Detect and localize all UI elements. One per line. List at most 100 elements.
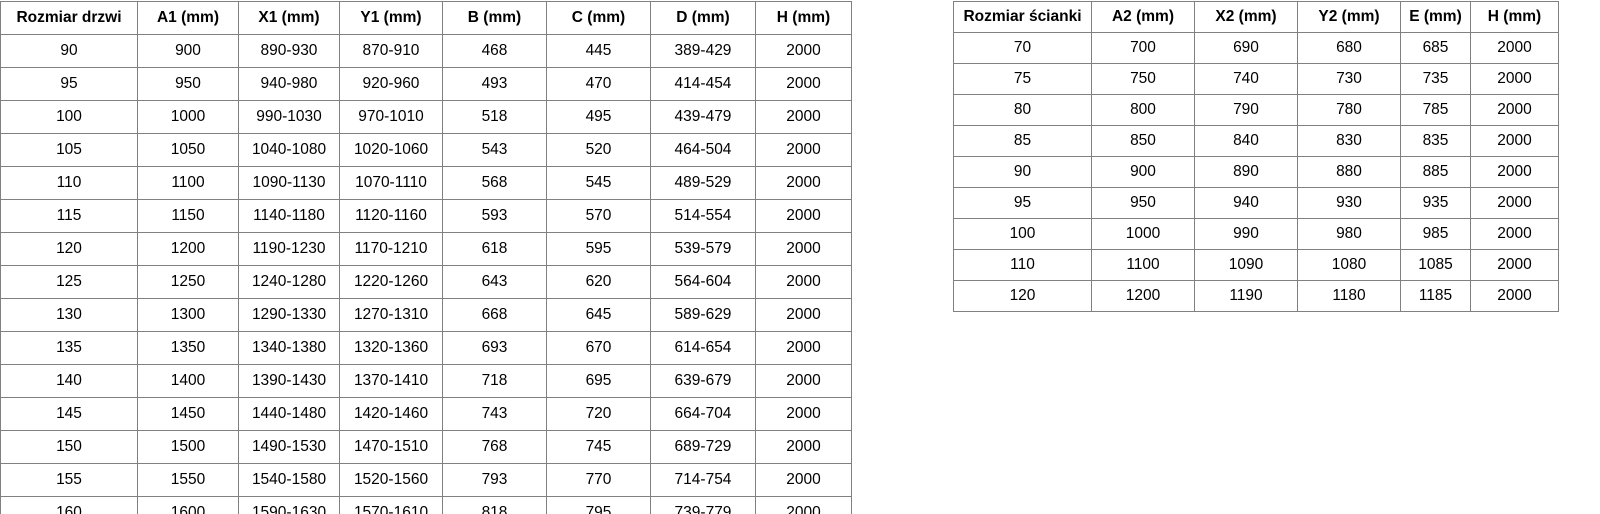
table-cell: 718 xyxy=(442,364,547,398)
table-row: 90 900 890-930 870-910 468 445 389-429 2000 xyxy=(0,34,852,68)
table-cell: 693 xyxy=(442,331,547,365)
table-cell: 720 xyxy=(546,397,651,431)
table-cell: 2000 xyxy=(1470,63,1559,95)
table-cell: 2000 xyxy=(1470,94,1559,126)
table-cell: 730 xyxy=(1297,63,1401,95)
table-cell: 645 xyxy=(546,298,651,332)
table-cell: 1420-1460 xyxy=(339,397,443,431)
table-cell: 1090 xyxy=(1194,249,1298,281)
table-row: 75 750 740 730 735 2000 xyxy=(953,63,1559,95)
table-row: 140 1400 1390-1430 1370-1410 718 695 639-679 20… xyxy=(0,364,852,398)
table-cell: 160 xyxy=(0,496,138,514)
table-cell: 664-704 xyxy=(650,397,756,431)
table-cell: 620 xyxy=(546,265,651,299)
table-cell: 2000 xyxy=(755,430,852,464)
table-cell: 1320-1360 xyxy=(339,331,443,365)
column-header: X2 (mm) xyxy=(1194,1,1298,33)
table-cell: 2000 xyxy=(755,67,852,101)
table-cell: 120 xyxy=(953,280,1092,312)
table-cell: 514-554 xyxy=(650,199,756,233)
table-cell: 543 xyxy=(442,133,547,167)
table-cell: 2000 xyxy=(755,496,852,514)
table-cell: 950 xyxy=(137,67,239,101)
table-cell: 990-1030 xyxy=(238,100,340,134)
table-cell: 595 xyxy=(546,232,651,266)
table-row: 70 700 690 680 685 2000 xyxy=(953,32,1559,64)
table-cell: 2000 xyxy=(755,364,852,398)
table-cell: 850 xyxy=(1091,125,1195,157)
table-cell: 639-679 xyxy=(650,364,756,398)
table-cell: 80 xyxy=(953,94,1092,126)
table-cell: 110 xyxy=(953,249,1092,281)
table-cell: 90 xyxy=(953,156,1092,188)
table-cell: 1250 xyxy=(137,265,239,299)
table-cell: 870-910 xyxy=(339,34,443,68)
table-cell: 95 xyxy=(953,187,1092,219)
table-cell: 885 xyxy=(1400,156,1471,188)
table-cell: 1440-1480 xyxy=(238,397,340,431)
table-cell: 70 xyxy=(953,32,1092,64)
table-row: 100 1000 990-1030 970-1010 518 495 439-479 2000 xyxy=(0,100,852,134)
table-cell: 2000 xyxy=(1470,187,1559,219)
table-row: 80 800 790 780 785 2000 xyxy=(953,94,1559,126)
table-cell: 1050 xyxy=(137,133,239,167)
table-cell: 1000 xyxy=(1091,218,1195,250)
table-cell: 155 xyxy=(0,463,138,497)
table-cell: 2000 xyxy=(1470,156,1559,188)
table-cell: 1120-1160 xyxy=(339,199,443,233)
table-cell: 115 xyxy=(0,199,138,233)
table-cell: 1085 xyxy=(1400,249,1471,281)
table-cell: 145 xyxy=(0,397,138,431)
table-cell: 2000 xyxy=(1470,249,1559,281)
table-cell: 1550 xyxy=(137,463,239,497)
doors-table-body: 90 900 890-930 870-910 468 445 389-429 2000 95 95… xyxy=(0,34,852,514)
table-cell: 618 xyxy=(442,232,547,266)
table-cell: 105 xyxy=(0,133,138,167)
table-cell: 668 xyxy=(442,298,547,332)
table-cell: 568 xyxy=(442,166,547,200)
table-row: 100 1000 990 980 985 2000 xyxy=(953,218,1559,250)
table-row: 95 950 940-980 920-960 493 470 414-454 2000 xyxy=(0,67,852,101)
table-row: 135 1350 1340-1380 1320-1360 693 670 614-654 20… xyxy=(0,331,852,365)
table-row: 120 1200 1190-1230 1170-1210 618 595 539-579 20… xyxy=(0,232,852,266)
table-row: 110 1100 1090 1080 1085 2000 xyxy=(953,249,1559,281)
table-cell: 750 xyxy=(1091,63,1195,95)
table-cell: 1370-1410 xyxy=(339,364,443,398)
table-cell: 1570-1610 xyxy=(339,496,443,514)
table-cell: 2000 xyxy=(1470,125,1559,157)
table-cell: 1190 xyxy=(1194,280,1298,312)
table-cell: 2000 xyxy=(755,265,852,299)
table-cell: 589-629 xyxy=(650,298,756,332)
table-cell: 1220-1260 xyxy=(339,265,443,299)
table-cell: 900 xyxy=(137,34,239,68)
table-row: 95 950 940 930 935 2000 xyxy=(953,187,1559,219)
table-cell: 90 xyxy=(0,34,138,68)
table-cell: 2000 xyxy=(755,100,852,134)
column-header: X1 (mm) xyxy=(238,1,340,35)
table-cell: 890 xyxy=(1194,156,1298,188)
table-cell: 570 xyxy=(546,199,651,233)
table-cell: 100 xyxy=(953,218,1092,250)
column-header: H (mm) xyxy=(1470,1,1559,33)
table-cell: 2000 xyxy=(755,133,852,167)
table-cell: 768 xyxy=(442,430,547,464)
table-cell: 75 xyxy=(953,63,1092,95)
table-cell: 1540-1580 xyxy=(238,463,340,497)
walls-table-header: Rozmiar ścianki A2 (mm) X2 (mm) Y2 (mm) E (m… xyxy=(953,1,1559,33)
table-cell: 539-579 xyxy=(650,232,756,266)
table-cell: 439-479 xyxy=(650,100,756,134)
table-cell: 95 xyxy=(0,67,138,101)
table-cell: 690 xyxy=(1194,32,1298,64)
table-row: 115 1150 1140-1180 1120-1160 593 570 514-554 20… xyxy=(0,199,852,233)
table-cell: 1450 xyxy=(137,397,239,431)
table-cell: 1500 xyxy=(137,430,239,464)
table-cell: 2000 xyxy=(755,463,852,497)
table-cell: 745 xyxy=(546,430,651,464)
table-cell: 689-729 xyxy=(650,430,756,464)
table-cell: 520 xyxy=(546,133,651,167)
table-cell: 2000 xyxy=(755,34,852,68)
table-cell: 1600 xyxy=(137,496,239,514)
doors-table-header: Rozmiar drzwi A1 (mm) X1 (mm) Y1 (mm) B (mm)… xyxy=(0,1,852,35)
doors-spec-table: Rozmiar drzwi A1 (mm) X1 (mm) Y1 (mm) B (mm)… xyxy=(0,1,852,514)
